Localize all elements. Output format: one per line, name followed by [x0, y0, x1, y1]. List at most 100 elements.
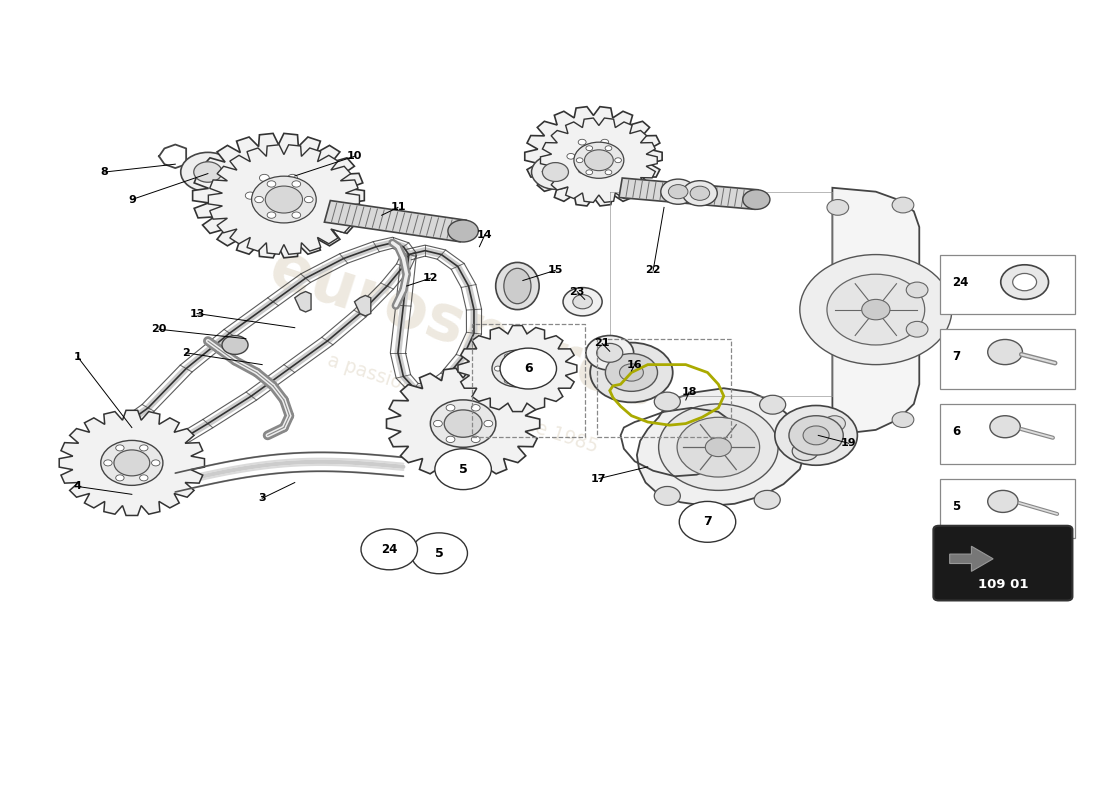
Circle shape [500, 348, 557, 389]
Circle shape [615, 158, 622, 162]
Circle shape [803, 426, 829, 445]
Circle shape [892, 197, 914, 213]
Text: 12: 12 [422, 273, 438, 283]
Circle shape [661, 179, 695, 204]
Circle shape [576, 144, 610, 169]
Circle shape [542, 162, 569, 182]
Circle shape [586, 146, 593, 150]
Text: 21: 21 [594, 338, 609, 349]
Text: 15: 15 [548, 266, 563, 275]
Circle shape [292, 181, 300, 187]
Text: 17: 17 [591, 474, 606, 484]
Text: 6: 6 [524, 362, 532, 375]
Text: 5: 5 [434, 546, 443, 560]
Circle shape [906, 322, 928, 337]
Circle shape [755, 490, 780, 510]
Circle shape [586, 170, 593, 174]
Circle shape [180, 152, 235, 192]
Circle shape [430, 400, 496, 447]
Circle shape [534, 366, 540, 371]
Text: 109 01: 109 01 [978, 578, 1028, 591]
Circle shape [669, 185, 688, 198]
Circle shape [140, 475, 148, 481]
Polygon shape [192, 134, 364, 258]
Text: 19: 19 [840, 438, 857, 448]
Ellipse shape [504, 268, 531, 304]
Circle shape [492, 350, 542, 387]
Circle shape [292, 212, 300, 218]
Text: 24: 24 [381, 543, 397, 556]
Circle shape [654, 392, 680, 411]
Polygon shape [354, 295, 371, 316]
Text: 5: 5 [952, 500, 960, 513]
Text: 24: 24 [952, 275, 968, 289]
Circle shape [116, 475, 124, 481]
Text: 23: 23 [570, 286, 585, 297]
Circle shape [242, 169, 316, 222]
Circle shape [792, 442, 818, 461]
Circle shape [471, 405, 480, 411]
Circle shape [574, 142, 624, 178]
Circle shape [433, 420, 442, 426]
Text: 22: 22 [646, 266, 661, 275]
Circle shape [484, 420, 493, 426]
Circle shape [444, 410, 482, 438]
Circle shape [447, 436, 455, 442]
Polygon shape [949, 546, 993, 571]
Circle shape [260, 210, 270, 217]
Circle shape [245, 192, 255, 199]
Circle shape [861, 299, 890, 320]
Circle shape [494, 366, 502, 371]
Polygon shape [208, 145, 360, 254]
Text: 1: 1 [74, 352, 81, 362]
Circle shape [586, 335, 634, 370]
Text: 7: 7 [952, 350, 960, 363]
Circle shape [301, 192, 311, 199]
Polygon shape [59, 410, 205, 515]
Text: 9: 9 [128, 194, 135, 205]
Text: a passion for parts since 1985: a passion for parts since 1985 [326, 351, 601, 457]
Polygon shape [295, 291, 311, 312]
FancyBboxPatch shape [939, 404, 1075, 464]
Circle shape [140, 445, 148, 451]
Text: 3: 3 [258, 494, 266, 503]
Circle shape [690, 186, 710, 200]
Circle shape [267, 212, 276, 218]
Circle shape [305, 196, 314, 202]
Circle shape [682, 181, 717, 206]
Circle shape [252, 176, 316, 223]
Circle shape [566, 154, 575, 159]
Polygon shape [637, 388, 805, 506]
Text: 16: 16 [627, 360, 642, 370]
Circle shape [504, 378, 512, 383]
Circle shape [287, 210, 297, 217]
Circle shape [906, 282, 928, 298]
Circle shape [257, 180, 299, 211]
Circle shape [678, 418, 760, 477]
Polygon shape [458, 326, 576, 411]
Circle shape [563, 287, 602, 316]
Circle shape [101, 441, 163, 486]
Circle shape [988, 490, 1019, 513]
Circle shape [659, 404, 778, 490]
Circle shape [827, 199, 849, 215]
Circle shape [1001, 265, 1048, 299]
Text: 10: 10 [346, 151, 362, 162]
Ellipse shape [496, 262, 539, 310]
Text: 2: 2 [183, 348, 190, 358]
FancyBboxPatch shape [939, 330, 1075, 389]
Circle shape [524, 378, 530, 383]
Text: 14: 14 [477, 230, 493, 240]
Circle shape [654, 486, 680, 506]
Circle shape [504, 354, 512, 358]
Circle shape [361, 529, 418, 570]
Circle shape [503, 358, 532, 379]
Circle shape [267, 181, 276, 187]
Text: 18: 18 [681, 387, 696, 397]
Circle shape [573, 294, 593, 309]
Text: 4: 4 [74, 482, 81, 491]
Circle shape [679, 502, 736, 542]
FancyBboxPatch shape [934, 526, 1072, 601]
Circle shape [222, 335, 249, 354]
Text: 11: 11 [390, 202, 406, 213]
